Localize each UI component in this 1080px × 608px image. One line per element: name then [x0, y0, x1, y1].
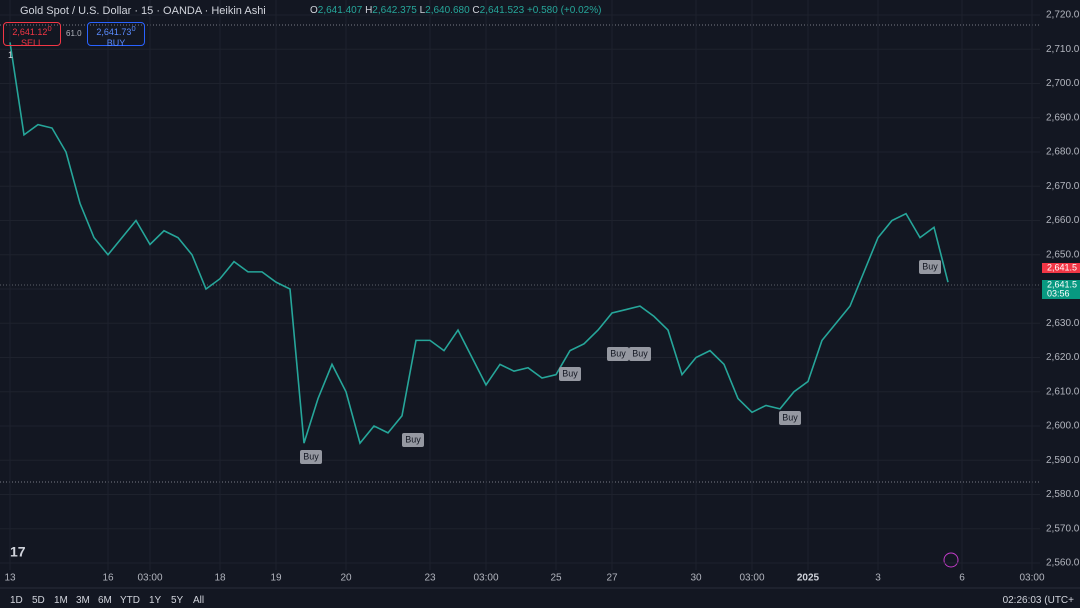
buy-signal-label: Buy: [782, 412, 798, 422]
x-tick-label: 2025: [797, 573, 820, 584]
x-tick-label: 03:00: [739, 573, 764, 584]
y-tick-label: 2,570.0: [1046, 523, 1080, 534]
y-tick-label: 2,700.0: [1046, 78, 1080, 89]
y-tick-label: 2,560.0: [1046, 558, 1080, 569]
x-tick-label: 19: [270, 573, 282, 584]
y-tick-label: 2,660.0: [1046, 215, 1080, 226]
range-button[interactable]: YTD: [120, 595, 140, 606]
buy-button[interactable]: 2,641.730 BUY: [87, 22, 145, 48]
price-tag-label: 2,641.5: [1047, 279, 1077, 289]
price-tag: [1042, 263, 1080, 273]
position-count: 1: [8, 50, 14, 60]
x-tick-label: 6: [959, 573, 965, 584]
buy-signal: [919, 260, 941, 274]
change: +0.580 (+0.02%): [526, 5, 602, 16]
y-tick-label: 2,590.0: [1046, 455, 1080, 466]
sell-price: 2,641.12: [12, 27, 48, 37]
o-value: 2,641.407: [317, 5, 363, 16]
o-label: O: [310, 5, 318, 16]
buy-signal-label: Buy: [632, 348, 648, 358]
h-label: H: [365, 5, 373, 16]
l-label: L: [419, 5, 426, 16]
x-tick-label: 03:00: [137, 573, 162, 584]
ohlc: O2,641.407 H2,642.375 L2,640.680 C2,641.…: [310, 5, 601, 16]
c-label: C: [472, 5, 480, 16]
sell-button[interactable]: 2,641.120 SELL: [3, 22, 61, 48]
range-button[interactable]: 1M: [54, 595, 68, 606]
l-value: 2,640.680: [425, 5, 470, 16]
buy-pip: 0: [131, 24, 136, 33]
x-tick-label: 27: [606, 573, 618, 584]
h-value: 2,642.375: [372, 5, 417, 16]
range-button[interactable]: 5D: [32, 595, 45, 606]
y-tick-label: 2,670.0: [1046, 181, 1080, 192]
buy-signal-label: Buy: [922, 261, 938, 271]
x-tick-label: 20: [340, 573, 352, 584]
buy-signal-label: Buy: [562, 368, 578, 378]
y-tick-label: 2,710.0: [1046, 44, 1080, 55]
buy-signal-label: Buy: [303, 451, 319, 461]
buy-signal: [607, 347, 629, 361]
sell-pip: 0: [47, 24, 52, 33]
range-button[interactable]: 3M: [76, 595, 90, 606]
buy-signal: [559, 367, 581, 381]
symbol[interactable]: Gold Spot / U.S. Dollar · 15 · OANDA · H…: [20, 5, 266, 17]
x-tick-label: 25: [550, 573, 562, 584]
y-tick-label: 2,610.0: [1046, 386, 1080, 397]
buy-signal: [402, 433, 424, 447]
price-tag: [1042, 280, 1080, 290]
buy-label: BUY: [106, 38, 126, 48]
x-tick-label: 03:00: [473, 573, 498, 584]
buy-signal: [779, 411, 801, 425]
price-tag-label: 2,641.5: [1047, 262, 1077, 272]
buy-price: 2,641.73: [96, 27, 132, 37]
price-tag: [1042, 289, 1080, 299]
clock: 02:26:03 (UTC+: [1002, 595, 1074, 606]
range-button[interactable]: 1Y: [149, 595, 162, 606]
range-button[interactable]: All: [193, 595, 205, 606]
price-tag-label: 03:56: [1047, 288, 1070, 298]
y-tick-label: 2,720.0: [1046, 10, 1080, 21]
price-line: [9, 42, 949, 445]
y-tick-label: 2,620.0: [1046, 352, 1080, 363]
x-tick-label: 23: [424, 573, 436, 584]
buy-signal: [300, 450, 322, 464]
x-tick-label: 18: [214, 573, 226, 584]
y-tick-label: 2,680.0: [1046, 147, 1080, 158]
x-tick-label: 13: [4, 573, 16, 584]
range-button[interactable]: 1D: [10, 595, 23, 606]
range-button[interactable]: 5Y: [171, 595, 184, 606]
x-tick-label: 30: [690, 573, 702, 584]
c-value: 2,641.523: [479, 5, 525, 16]
x-tick-label: 16: [102, 573, 114, 584]
y-tick-label: 2,650.0: [1046, 249, 1080, 260]
buy-signal: [629, 347, 651, 361]
y-tick-label: 2,600.0: [1046, 421, 1080, 432]
buy-signal-label: Buy: [610, 348, 626, 358]
x-tick-label: 03:00: [1019, 573, 1044, 584]
y-tick-label: 2,690.0: [1046, 112, 1080, 123]
flash-icon[interactable]: [943, 552, 959, 568]
sell-label: SELL: [20, 38, 44, 48]
spread: 61.0: [66, 29, 82, 38]
range-button[interactable]: 6M: [98, 595, 112, 606]
y-tick-label: 2,580.0: [1046, 489, 1080, 500]
logo: 17: [10, 544, 26, 560]
x-tick-label: 3: [875, 573, 881, 584]
y-tick-label: 2,630.0: [1046, 318, 1080, 329]
buy-signal-label: Buy: [405, 434, 421, 444]
